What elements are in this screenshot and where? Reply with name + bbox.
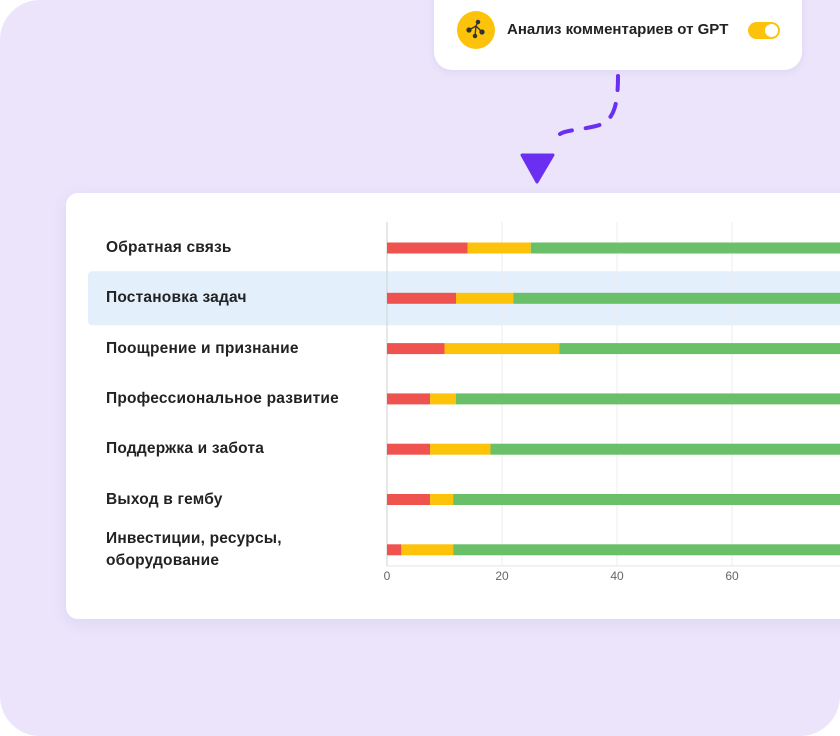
toggle-label: Анализ комментариев от GPT: [507, 21, 729, 38]
bar-segment: [513, 292, 840, 304]
gpt-panel: [434, 0, 802, 70]
category-label: Поддержка и забота: [106, 440, 265, 458]
bar-segment: [530, 242, 840, 254]
bar-segment: [387, 393, 431, 405]
category-label: Профессиональное развитие: [106, 389, 339, 407]
bar-segment: [559, 343, 840, 355]
bar-segment: [387, 494, 431, 505]
bar-segment: [430, 443, 491, 455]
bar-segment: [387, 343, 445, 355]
x-tick-label: 40: [610, 569, 624, 583]
bar-segment: [453, 544, 840, 556]
x-tick-label: 60: [725, 569, 739, 583]
bar-segment: [430, 393, 456, 405]
bar-segment: [456, 393, 840, 405]
bar-segment: [490, 443, 840, 455]
gpt-icon: [457, 11, 495, 49]
bar-segment: [430, 494, 454, 505]
category-label: Выход в гембу: [106, 490, 223, 508]
bar-segment: [387, 242, 468, 254]
category-label: Обратная связь: [106, 239, 232, 256]
x-tick-label: 20: [495, 569, 509, 583]
bar-segment: [387, 544, 402, 556]
x-tick-label: 0: [384, 569, 391, 583]
bar-segment: [467, 242, 531, 254]
category-label: Поощрение и признание: [106, 339, 299, 357]
bar-segment: [444, 343, 560, 355]
bar-segment: [456, 292, 514, 304]
toggle-knob: [765, 24, 778, 37]
bar-segment: [387, 292, 456, 304]
bar-segment: [387, 443, 431, 455]
bar-segment: [453, 494, 840, 505]
category-label: Постановка задач: [106, 289, 247, 307]
toggle-switch[interactable]: [748, 22, 780, 39]
bar-segment: [401, 544, 454, 556]
icon-graphic: [466, 19, 485, 39]
category-label: Инвестиции, ресурсы, оборудование: [106, 529, 282, 569]
